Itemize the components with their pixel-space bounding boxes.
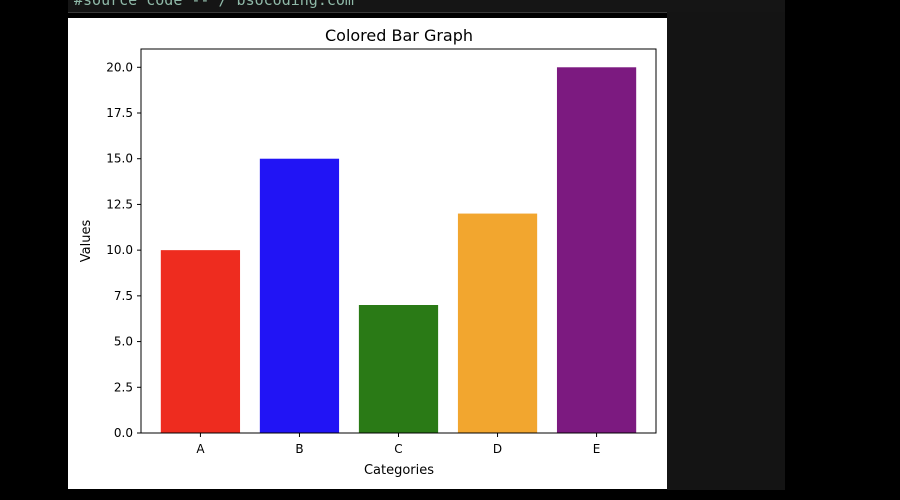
x-tick-label: B [295, 442, 303, 456]
y-tick-label: 15.0 [106, 152, 133, 166]
y-tick-label: 17.5 [106, 106, 133, 120]
y-tick-label: 2.5 [114, 380, 133, 394]
x-tick-label: A [196, 442, 205, 456]
terminal-top-line: #source code -- / bsocoding.com [74, 0, 354, 9]
y-tick-label: 20.0 [106, 60, 133, 74]
bar-chart: 0.0 2.5 5.0 7.5 10.0 12.5 15.0 17.5 20.0 A B C D E C… [79, 26, 657, 478]
y-tick-label: 10.0 [106, 243, 133, 257]
terminal-top-strip: #source code -- / bsocoding.com [68, 0, 785, 13]
y-tick-label: 7.5 [114, 289, 133, 303]
bar-d [457, 213, 538, 433]
y-axis-label: Values [79, 220, 94, 263]
x-tick-label: E [593, 442, 601, 456]
y-axis-ticks: 0.0 2.5 5.0 7.5 10.0 12.5 15.0 17.5 20.0 [106, 60, 141, 440]
bar-b [259, 158, 340, 433]
bars-layer [160, 67, 637, 434]
x-tick-label: D [493, 442, 502, 456]
y-tick-label: 12.5 [106, 197, 133, 211]
chart-figure: 0.0 2.5 5.0 7.5 10.0 12.5 15.0 17.5 20.0 A B C D E C… [68, 18, 667, 489]
bar-c [358, 305, 439, 433]
x-axis-label: Categories [364, 463, 434, 478]
x-tick-label: C [394, 442, 402, 456]
y-tick-label: 5.0 [114, 335, 133, 349]
x-axis-ticks: A B C D E [196, 433, 600, 456]
chart-title: Colored Bar Graph [325, 26, 473, 45]
y-tick-label: 0.0 [114, 426, 133, 440]
bar-a [160, 250, 241, 433]
plot-frame [140, 48, 657, 434]
terminal-side-panel [667, 12, 785, 490]
bar-e [556, 67, 637, 434]
